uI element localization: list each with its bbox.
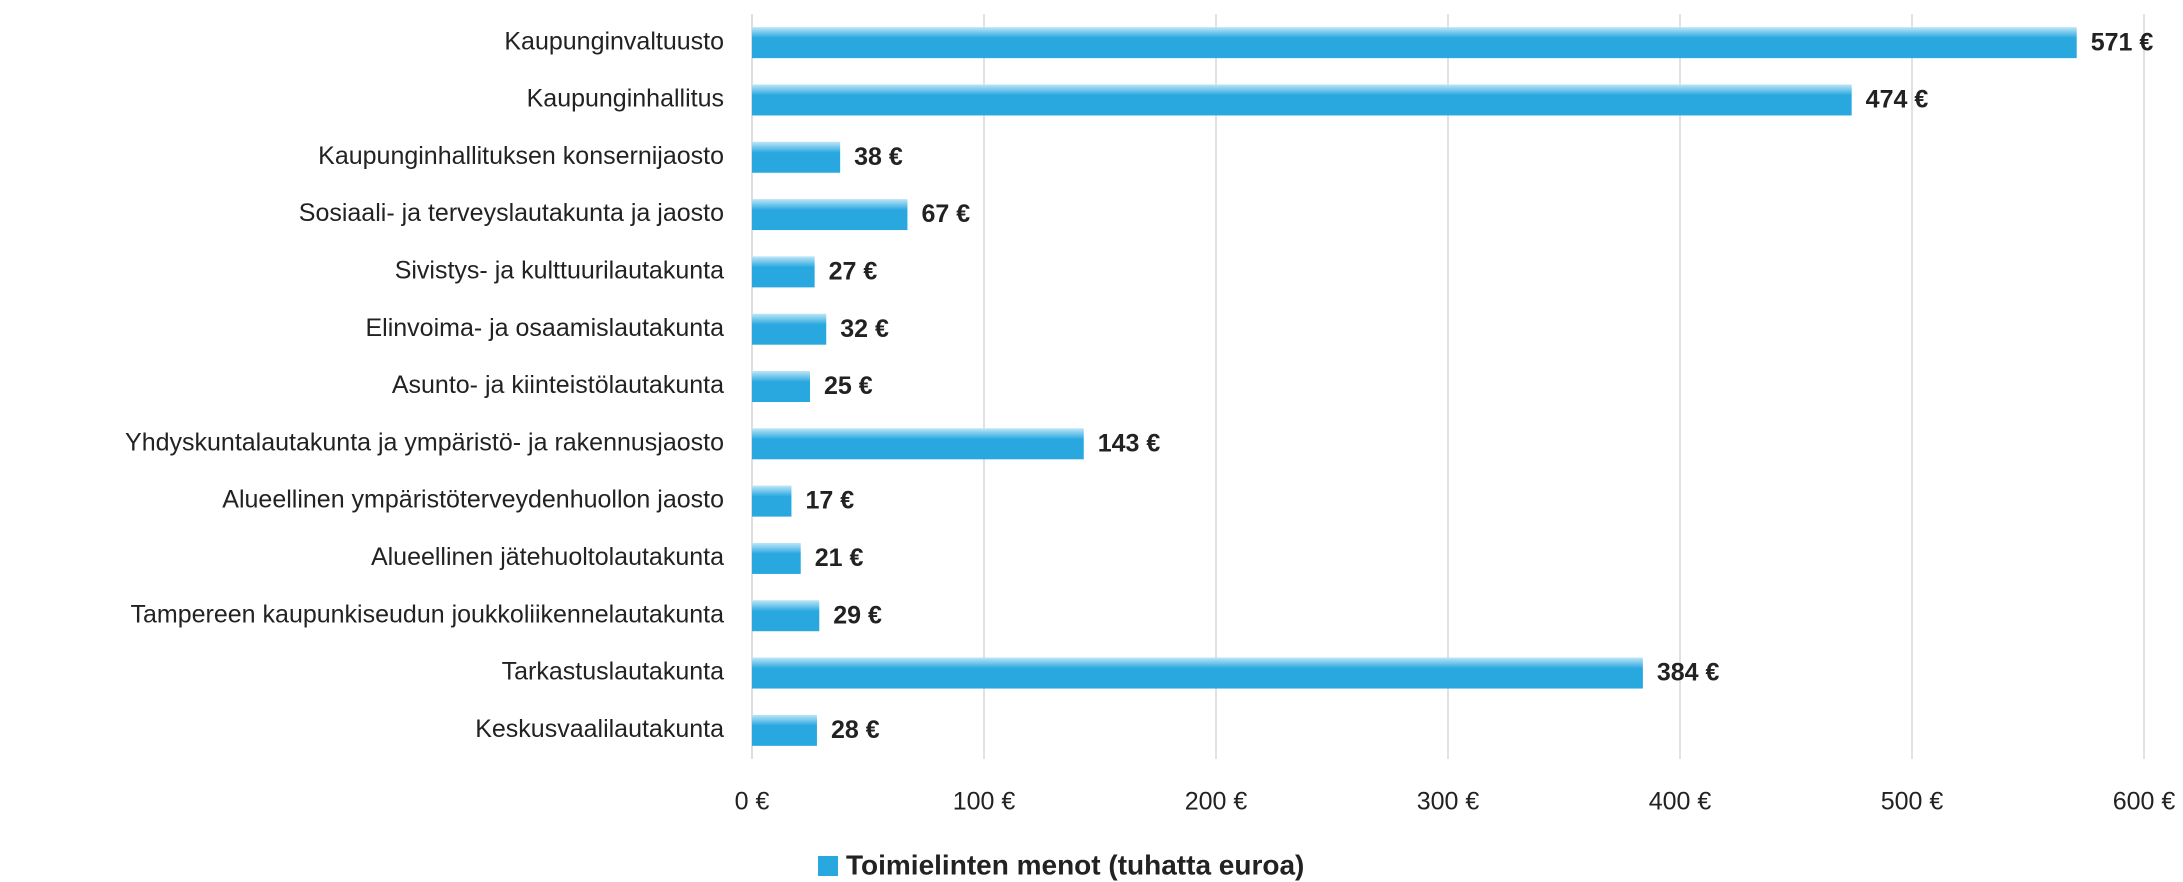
value-label: 474 € <box>1866 86 1929 114</box>
y-tick-label: Sivistys- ja kulttuurilautakunta <box>395 256 724 284</box>
bar <box>752 141 841 173</box>
y-tick-label: Tarkastuslautakunta <box>502 658 724 686</box>
value-label: 67 € <box>921 200 970 228</box>
x-tick-label: 500 € <box>1881 788 1944 816</box>
bar <box>752 256 815 288</box>
x-tick-label: 600 € <box>2113 788 2176 816</box>
value-label: 384 € <box>1657 659 1720 687</box>
value-label: 143 € <box>1098 429 1161 457</box>
y-tick-label: Alueellinen jätehuoltolautakunta <box>371 543 724 571</box>
y-tick-label: Alueellinen ympäristöterveydenhuollon ja… <box>222 486 724 514</box>
legend-swatch <box>818 856 838 876</box>
y-tick-label: Sosiaali- ja terveyslautakunta ja jaosto <box>299 199 724 227</box>
value-label: 28 € <box>831 716 880 744</box>
legend-label: Toimielinten menot (tuhatta euroa) <box>846 849 1304 880</box>
value-label: 17 € <box>805 487 854 515</box>
y-tick-label: Kaupunginhallitus <box>527 85 724 113</box>
y-tick-label: Asunto- ja kiinteistölautakunta <box>392 371 724 399</box>
bar <box>752 485 792 517</box>
value-label: 571 € <box>2091 28 2154 56</box>
x-tick-label: 100 € <box>953 788 1016 816</box>
y-tick-label: Kaupunginvaltuusto <box>504 27 724 55</box>
value-label: 25 € <box>824 372 873 400</box>
bar <box>752 714 817 746</box>
x-tick-label: 0 € <box>735 788 770 816</box>
x-tick-label: 200 € <box>1185 788 1248 816</box>
bar <box>752 657 1643 689</box>
x-tick-label: 300 € <box>1417 788 1480 816</box>
bar <box>752 199 908 231</box>
value-label: 27 € <box>829 257 878 285</box>
value-label: 21 € <box>815 544 864 572</box>
value-label: 32 € <box>840 315 889 343</box>
bar <box>752 27 2077 59</box>
x-tick-label: 400 € <box>1649 788 1712 816</box>
bar <box>752 313 827 345</box>
y-tick-label: Tampereen kaupunkiseudun joukkoliikennel… <box>131 600 725 628</box>
y-tick-label: Kaupunginhallituksen konsernijaosto <box>318 142 724 170</box>
y-tick-label: Keskusvaalilautakunta <box>475 715 724 743</box>
y-tick-label: Elinvoima- ja osaamislautakunta <box>365 314 724 342</box>
bar <box>752 428 1084 460</box>
bar <box>752 371 810 402</box>
value-label: 38 € <box>854 143 903 171</box>
y-tick-label: Yhdyskuntalautakunta ja ympäristö- ja ra… <box>125 428 724 456</box>
value-label: 29 € <box>833 601 882 629</box>
bar <box>752 84 1852 116</box>
bar <box>752 542 801 574</box>
bar <box>752 600 820 632</box>
